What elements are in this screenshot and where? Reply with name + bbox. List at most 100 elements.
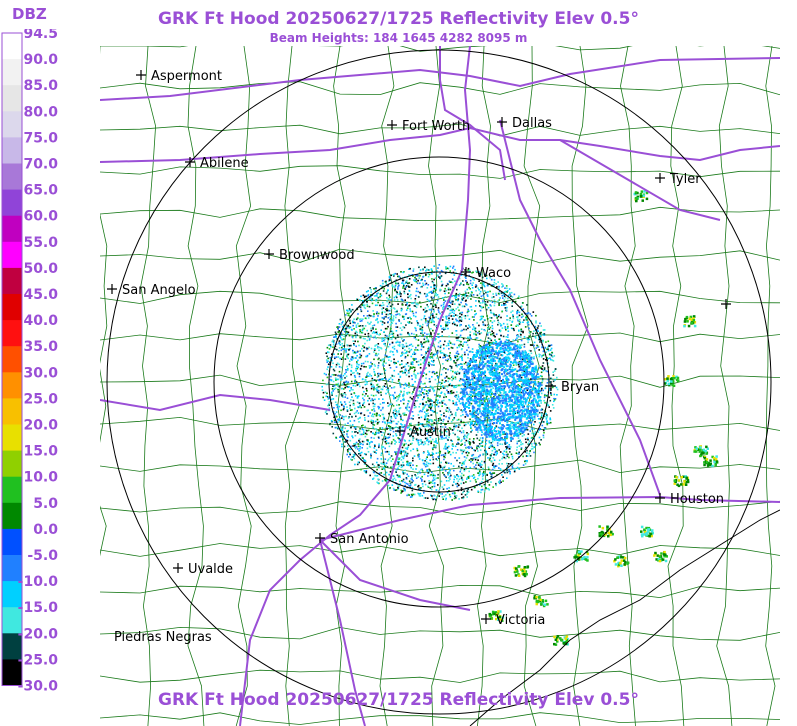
echo-pixel bbox=[343, 433, 345, 436]
echo-pixel bbox=[339, 344, 342, 346]
echo-pixel bbox=[443, 356, 446, 359]
echo-pixel bbox=[527, 433, 530, 435]
echo-pixel bbox=[377, 372, 379, 375]
echo-pixel bbox=[332, 341, 335, 344]
echo-pixel bbox=[401, 446, 404, 449]
echo-pixel bbox=[417, 396, 419, 399]
echo-pixel bbox=[413, 333, 415, 336]
echo-pixel bbox=[428, 348, 430, 351]
echo-pixel bbox=[420, 345, 423, 348]
echo-pixel bbox=[428, 346, 430, 349]
echo-pixel bbox=[475, 333, 477, 336]
echo-pixel bbox=[379, 427, 381, 429]
echo-pixel bbox=[434, 353, 436, 356]
echo-pixel bbox=[454, 280, 456, 282]
county-line bbox=[571, 46, 589, 726]
echo-pixel bbox=[364, 338, 366, 340]
echo-pixel bbox=[528, 452, 531, 455]
echo-pixel bbox=[368, 339, 371, 341]
echo-pixel bbox=[451, 440, 453, 442]
color-legend: 94.590.085.080.075.070.065.060.055.050.0… bbox=[1, 29, 58, 691]
echo-pixel bbox=[406, 406, 408, 408]
echo-pixel bbox=[364, 383, 367, 386]
echo-pixel bbox=[373, 371, 376, 373]
echo-pixel bbox=[344, 314, 347, 316]
echo-pixel bbox=[460, 313, 463, 316]
echo-pixel bbox=[445, 325, 447, 328]
echo-pixel bbox=[409, 483, 412, 486]
echo-pixel bbox=[461, 464, 463, 467]
echo-pixel bbox=[352, 403, 355, 406]
echo-pixel bbox=[338, 374, 340, 377]
echo-pixel bbox=[497, 281, 499, 283]
echo-pixel bbox=[408, 347, 410, 350]
echo-pixel bbox=[422, 485, 424, 488]
echo-pixel bbox=[437, 473, 439, 476]
echo-pixel bbox=[370, 288, 372, 291]
echo-pixel bbox=[431, 424, 433, 426]
echo-pixel bbox=[331, 340, 334, 343]
echo-pixel bbox=[508, 448, 511, 450]
echo-pixel bbox=[450, 392, 453, 395]
echo-pixel bbox=[436, 371, 438, 374]
echo-pixel bbox=[480, 273, 482, 276]
echo-pixel bbox=[392, 405, 395, 407]
echo-pixel bbox=[422, 408, 424, 411]
echo-pixel bbox=[468, 318, 471, 320]
echo-pixel bbox=[402, 457, 405, 460]
echo-pixel bbox=[424, 311, 426, 313]
echo-pixel bbox=[432, 458, 435, 461]
echo-pixel bbox=[416, 322, 419, 324]
echo-pixel bbox=[416, 395, 418, 397]
echo-pixel bbox=[380, 294, 383, 297]
echo-pixel bbox=[483, 460, 486, 463]
echo-pixel bbox=[474, 458, 477, 461]
echo-pixel bbox=[397, 437, 399, 439]
echo-pixel bbox=[509, 451, 511, 453]
echo-pixel bbox=[419, 325, 421, 328]
echo-pixel bbox=[399, 414, 402, 416]
echo-pixel bbox=[482, 300, 484, 302]
echo-pixel bbox=[484, 473, 487, 476]
echo-pixel bbox=[442, 363, 444, 365]
echo-pixel bbox=[460, 282, 462, 284]
echo-pixel bbox=[444, 498, 447, 501]
echo-pixel bbox=[355, 381, 358, 383]
echo-pixel bbox=[536, 394, 538, 396]
echo-pixel bbox=[388, 359, 390, 361]
echo-pixel bbox=[439, 340, 442, 342]
echo-pixel bbox=[334, 331, 337, 334]
echo-pixel bbox=[344, 384, 347, 387]
echo-pixel bbox=[454, 413, 457, 415]
echo-pixel bbox=[346, 383, 349, 385]
echo-pixel bbox=[372, 315, 374, 318]
echo-pixel bbox=[346, 410, 349, 412]
echo-pixel bbox=[346, 397, 349, 399]
echo-pixel bbox=[368, 443, 371, 445]
echo-pixel bbox=[482, 378, 484, 380]
echo-pixel bbox=[362, 433, 365, 435]
echo-pixel bbox=[456, 370, 459, 373]
echo-pixel bbox=[454, 297, 457, 299]
echo-pixel bbox=[444, 300, 447, 302]
echo-pixel bbox=[385, 426, 388, 429]
echo-pixel bbox=[443, 437, 445, 440]
echo-pixel bbox=[335, 421, 337, 424]
echo-pixel bbox=[384, 334, 387, 337]
echo-pixel bbox=[344, 373, 346, 375]
echo-pixel bbox=[351, 409, 353, 411]
echo-pixel bbox=[520, 334, 522, 336]
echo-pixel bbox=[403, 316, 405, 318]
echo-pixel bbox=[504, 304, 507, 306]
echo-pixel bbox=[356, 367, 359, 370]
legend-swatch bbox=[2, 424, 22, 452]
echo-pixel bbox=[358, 373, 361, 375]
echo-pixel bbox=[393, 362, 396, 365]
echo-pixel bbox=[457, 358, 459, 361]
echo-pixel bbox=[481, 488, 484, 491]
echo-pixel bbox=[388, 425, 390, 427]
echo-pixel bbox=[459, 323, 461, 326]
echo-pixel bbox=[345, 369, 347, 371]
echo-pixel bbox=[419, 372, 422, 375]
echo-pixel bbox=[464, 269, 466, 271]
